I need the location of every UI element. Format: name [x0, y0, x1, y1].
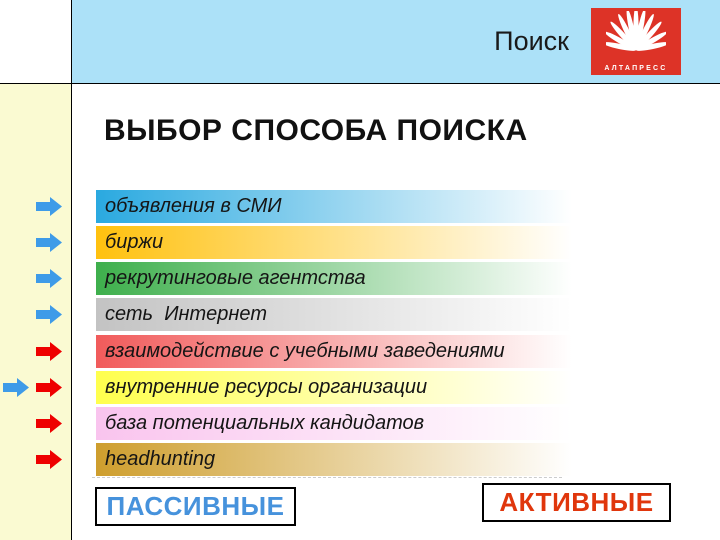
method-bar-label: база потенциальных кандидатов	[105, 412, 425, 434]
method-bar: внутренние ресурсы организации	[96, 371, 706, 404]
blue-arrow-icon	[36, 197, 62, 216]
red-arrow-icon	[36, 342, 62, 361]
divider-line	[92, 477, 562, 478]
method-bar: сеть Интернет	[96, 298, 706, 331]
blue-arrow-icon	[36, 233, 62, 252]
blue-arrow-icon	[3, 378, 29, 397]
method-bar-label: взаимодействие с учебными заведениями	[105, 340, 505, 362]
method-bar-label: сеть Интернет	[105, 303, 267, 325]
red-arrow-icon	[36, 414, 62, 433]
method-bar: headhunting	[96, 443, 706, 476]
header-band: Поиск АЛТАПРЕСС	[72, 0, 720, 84]
method-bar-label: headhunting	[105, 448, 216, 470]
blue-arrow-icon	[36, 269, 62, 288]
method-bar: база потенциальных кандидатов	[96, 407, 706, 440]
blue-arrow-icon	[36, 305, 62, 324]
passive-methods-box: ПАССИВНЫЕ	[95, 487, 296, 526]
method-bar: взаимодействие с учебными заведениями	[96, 335, 706, 368]
passive-label: ПАССИВНЫЕ	[106, 491, 285, 521]
fan-ornament-icon	[606, 11, 666, 51]
corner-cell	[0, 0, 72, 84]
active-label: АКТИВНЫЕ	[499, 487, 654, 517]
logo-text: АЛТАПРЕСС	[604, 65, 668, 72]
active-methods-box: АКТИВНЫЕ	[482, 483, 671, 522]
method-bar: объявления в СМИ	[96, 190, 706, 223]
method-bar-label: внутренние ресурсы организации	[105, 376, 428, 398]
method-bar-label: биржи	[105, 231, 164, 253]
method-bar: рекрутинговые агентства	[96, 262, 706, 295]
red-arrow-icon	[36, 450, 62, 469]
method-bar-label: объявления в СМИ	[105, 195, 282, 217]
altapress-logo: АЛТАПРЕСС	[591, 8, 681, 75]
page-title: ВЫБОР СПОСОБА ПОИСКА	[104, 114, 528, 147]
red-arrow-icon	[36, 378, 62, 397]
method-bar-label: рекрутинговые агентства	[105, 267, 366, 289]
method-bar: биржи	[96, 226, 706, 259]
slide-section-label: Поиск	[494, 26, 569, 56]
